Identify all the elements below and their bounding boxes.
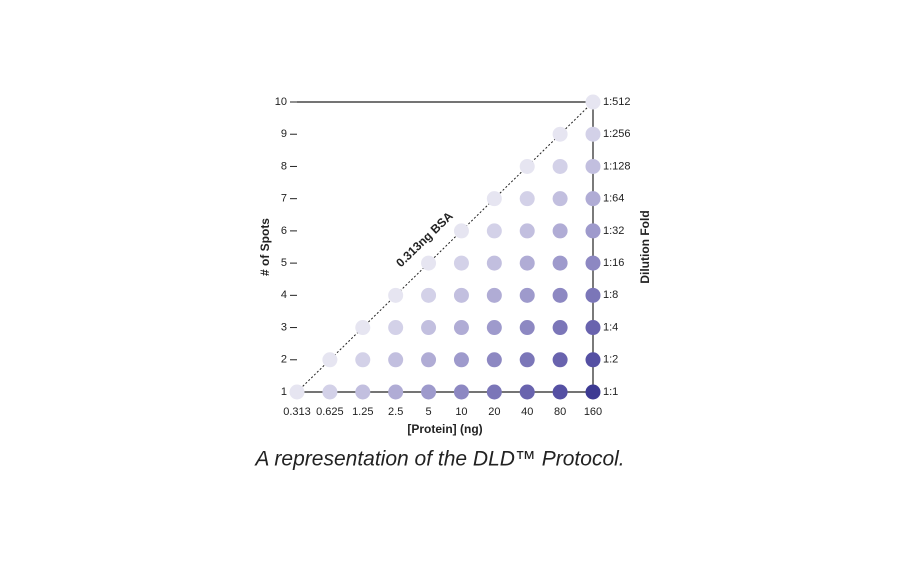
y-tick-label: 6 <box>281 225 287 237</box>
x-tick-label: 0.625 <box>316 406 344 418</box>
dot <box>388 320 404 336</box>
x-tick-label: 160 <box>584 406 602 418</box>
y-tick-label: 5 <box>281 257 287 269</box>
dot <box>552 287 568 303</box>
x-tick-label: 10 <box>455 406 467 418</box>
dot <box>486 255 502 271</box>
dot <box>355 384 371 400</box>
y2-tick-label: 1:4 <box>603 321 618 333</box>
dot <box>585 352 601 368</box>
dot <box>519 223 535 239</box>
y2-tick-label: 1:256 <box>603 128 631 140</box>
dot <box>453 287 469 303</box>
dot <box>552 158 568 174</box>
dot <box>585 126 601 142</box>
dot <box>388 352 404 368</box>
y-tick-label: 8 <box>281 160 287 172</box>
dot <box>519 158 535 174</box>
dot <box>421 384 437 400</box>
dot <box>453 352 469 368</box>
dot <box>585 158 601 174</box>
dot <box>519 320 535 336</box>
dot <box>486 384 502 400</box>
dot <box>322 384 338 400</box>
y-tick-label: 10 <box>275 96 287 108</box>
dot <box>355 320 371 336</box>
dot <box>519 352 535 368</box>
dot <box>552 191 568 207</box>
caption: A representation of the DLD™ Protocol. <box>253 448 624 471</box>
y2-tick-label: 1:16 <box>603 257 624 269</box>
y2-tick-label: 1:1 <box>603 386 618 398</box>
y2-tick-label: 1:2 <box>603 354 618 366</box>
x-axis-label: [Protein] (ng) <box>407 422 482 436</box>
dot <box>421 352 437 368</box>
dot <box>453 320 469 336</box>
x-tick-label: 5 <box>425 406 431 418</box>
dot <box>486 223 502 239</box>
y2-tick-label: 1:8 <box>603 289 618 301</box>
dot <box>453 384 469 400</box>
dot <box>585 320 601 336</box>
dot <box>421 255 437 271</box>
dot <box>585 287 601 303</box>
y-tick-label: 3 <box>281 321 287 333</box>
dot <box>585 223 601 239</box>
dot <box>552 320 568 336</box>
x-tick-label: 40 <box>521 406 533 418</box>
dot <box>453 255 469 271</box>
y2-tick-label: 1:64 <box>603 193 624 205</box>
x-tick-label: 80 <box>554 406 566 418</box>
x-tick-label: 0.313 <box>283 406 311 418</box>
dot <box>355 352 371 368</box>
dot <box>421 287 437 303</box>
dot <box>486 287 502 303</box>
dot <box>486 320 502 336</box>
y-tick-label: 4 <box>281 289 287 301</box>
x-tick-label: 20 <box>488 406 500 418</box>
y-tick-label: 1 <box>281 386 287 398</box>
y2-axis-label: Dilution Fold <box>638 210 652 283</box>
dot <box>552 223 568 239</box>
dot <box>552 126 568 142</box>
y2-tick-label: 1:128 <box>603 160 631 172</box>
dot <box>552 255 568 271</box>
dot <box>519 287 535 303</box>
dot <box>585 384 601 400</box>
dot <box>585 94 601 110</box>
dot <box>585 255 601 271</box>
dot <box>453 223 469 239</box>
y2-tick-label: 1:512 <box>603 96 631 108</box>
y-axis-label: # of Spots <box>258 218 272 276</box>
dot <box>388 384 404 400</box>
dot <box>519 191 535 207</box>
y-tick-label: 7 <box>281 193 287 205</box>
dot <box>289 384 305 400</box>
y-tick-label: 9 <box>281 128 287 140</box>
y-tick-label: 2 <box>281 354 287 366</box>
diagonal-line <box>296 101 594 393</box>
dot <box>421 320 437 336</box>
dot <box>519 384 535 400</box>
x-tick-label: 2.5 <box>388 406 403 418</box>
dot <box>486 191 502 207</box>
dot <box>585 191 601 207</box>
x-tick-label: 1.25 <box>352 406 373 418</box>
dot <box>552 352 568 368</box>
dot <box>519 255 535 271</box>
dot <box>388 287 404 303</box>
dot <box>322 352 338 368</box>
dot <box>552 384 568 400</box>
dot <box>486 352 502 368</box>
y2-tick-label: 1:32 <box>603 225 624 237</box>
